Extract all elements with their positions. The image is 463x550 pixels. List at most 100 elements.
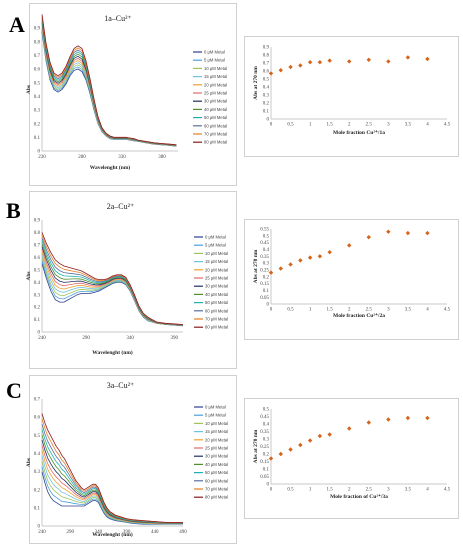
y-axis-label: Abs at 270 nm [253,66,259,100]
legend-label: 10 μM Metal [205,251,228,256]
legend-label: 15 μM Metal [204,74,227,79]
scatter-point [425,415,430,421]
spectrum-series-line [41,260,184,327]
y-tick-label: 0.2 [34,122,41,127]
legend-label: 20 μM Metal [205,437,228,442]
spectrum-plot-3: 0 0.1 0.2 0.3 0.4 0.5 0.6 0.7 240 290 340 390 440 490… [26,381,228,538]
y-tick-label: 0.8 [263,54,270,59]
legend-label: 50 μM Metal [204,115,227,120]
y-tick-label: 0.4 [34,452,41,457]
legend-label: 50 μM Metal [205,300,228,305]
scatter-plot-1: 0 0.1 0.2 0.3 0.4 0.5 0.6 0.7 0.8 0.9 0 0.5 1 1.5 2 2.5… [253,46,451,136]
legend-label: 15 μM Metal [205,259,228,264]
scatter-point [268,456,274,461]
y-tick-label: 0.05 [260,296,269,301]
legend-label: 10 μM Metal [205,421,228,426]
x-axis-label: Wavelenght (nm) [92,349,133,356]
legend-label: 40 μM Metal [204,107,227,112]
x-tick-label: 340 [95,530,103,535]
chart-title: 1a–Cu²⁺ [104,14,132,23]
y-tick-label: 0.8 [34,231,41,236]
x-tick-label: 0 [270,488,273,493]
x-tick-label: 0.5 [287,488,294,493]
x-tick-label: 3 [387,488,390,493]
legend-label: 25 μM Metal [205,276,228,281]
legend-label: 60 μM Metal [205,308,228,313]
scatter-point [268,71,274,76]
scatter-point [288,262,293,267]
x-tick-label: 290 [66,530,74,535]
scatter-point [298,63,303,68]
y-tick-label: 0.3 [263,438,270,443]
scatter-point [307,255,313,260]
x-tick-label: 1 [309,308,312,313]
y-tick-label: 0.3 [34,293,41,298]
x-tick-label: 2.5 [366,308,373,313]
x-tick-label: 2 [348,308,351,313]
panel-label-c: C [6,378,22,403]
x-tick-label: 1.5 [327,123,334,128]
legend-label: 60 μM Metal [205,478,228,483]
y-tick-label: 0 [38,525,41,530]
x-tick-label: 1.5 [327,488,334,493]
spectrum-series-line [41,252,184,326]
x-tick-label: 4 [426,308,429,313]
x-tick-label: 390 [170,336,178,341]
legend-label: 30 μM Metal [204,99,227,104]
y-tick-label: 0.4 [263,248,270,253]
y-tick-label: 0 [38,331,41,336]
x-tick-label: 330 [118,155,126,160]
y-tick-label: 0.3 [263,94,270,99]
scatter-point [425,230,430,236]
y-tick-label: 0.5 [34,434,41,439]
legend-label: 15 μM Metal [205,429,228,434]
y-tick-label: 0.2 [263,275,270,280]
y-tick-label: 0.6 [34,416,41,421]
y-tick-label: 0.5 [263,78,270,83]
x-axis-label: Wavelenght (nm) [92,531,133,538]
scatter-point [278,68,283,73]
y-axis-label: Abs at 270 nm [253,429,259,463]
x-tick-label: 230 [38,155,46,160]
y-tick-label: 0.2 [263,453,270,458]
legend-label: 0 μM Metal [204,50,225,55]
legend-label: 20 μM Metal [204,82,227,87]
y-tick-label: 0.5 [34,81,41,86]
x-tick-label: 0.5 [287,308,294,313]
scatter-chart-a [244,36,459,157]
y-tick-label: 0.1 [263,289,270,294]
y-tick-label: 0.7 [263,62,270,67]
y-tick-label: 0.1 [34,136,41,141]
x-tick-label: 1.5 [327,308,334,313]
y-tick-label: 0.6 [263,70,270,75]
legend-label: 30 μM Metal [205,454,228,459]
x-tick-label: 2.5 [366,123,373,128]
x-tick-label: 3 [387,123,390,128]
x-tick-label: 4 [426,488,429,493]
x-tick-label: 490 [179,530,187,535]
x-tick-label: 0 [270,308,273,313]
y-tick-label: 0.5 [34,268,41,273]
x-tick-label: 3.5 [405,488,412,493]
y-tick-label: 0.7 [34,243,41,248]
scatter-chart-c [244,398,459,519]
spectrum-plot-1: 0 0.1 0.2 0.3 0.4 0.5 0.6 0.7 0.8 0.9 230 280 330 380… [26,14,227,171]
x-tick-label: 4.5 [444,488,451,493]
scatter-chart-b [244,219,459,340]
y-tick-label: 0.1 [263,468,270,473]
x-tick-label: 4 [426,123,429,128]
x-tick-label: 3 [387,308,390,313]
scatter-point [366,57,371,62]
legend-label: 80 μM Metal [205,325,228,330]
scatter-point [288,447,293,452]
spectrum-series-line [41,30,177,147]
scatter-point [307,438,313,443]
legend-label: 5 μM Metal [205,243,226,248]
y-tick-label: 0.1 [34,318,41,323]
legend-label: 10 μM Metal [204,66,227,71]
legend-label: 5 μM Metal [205,413,226,418]
scatter-point [268,270,274,275]
scatter-point [327,249,332,255]
legend-label: 25 μM Metal [205,446,228,451]
scatter-point [347,59,352,64]
